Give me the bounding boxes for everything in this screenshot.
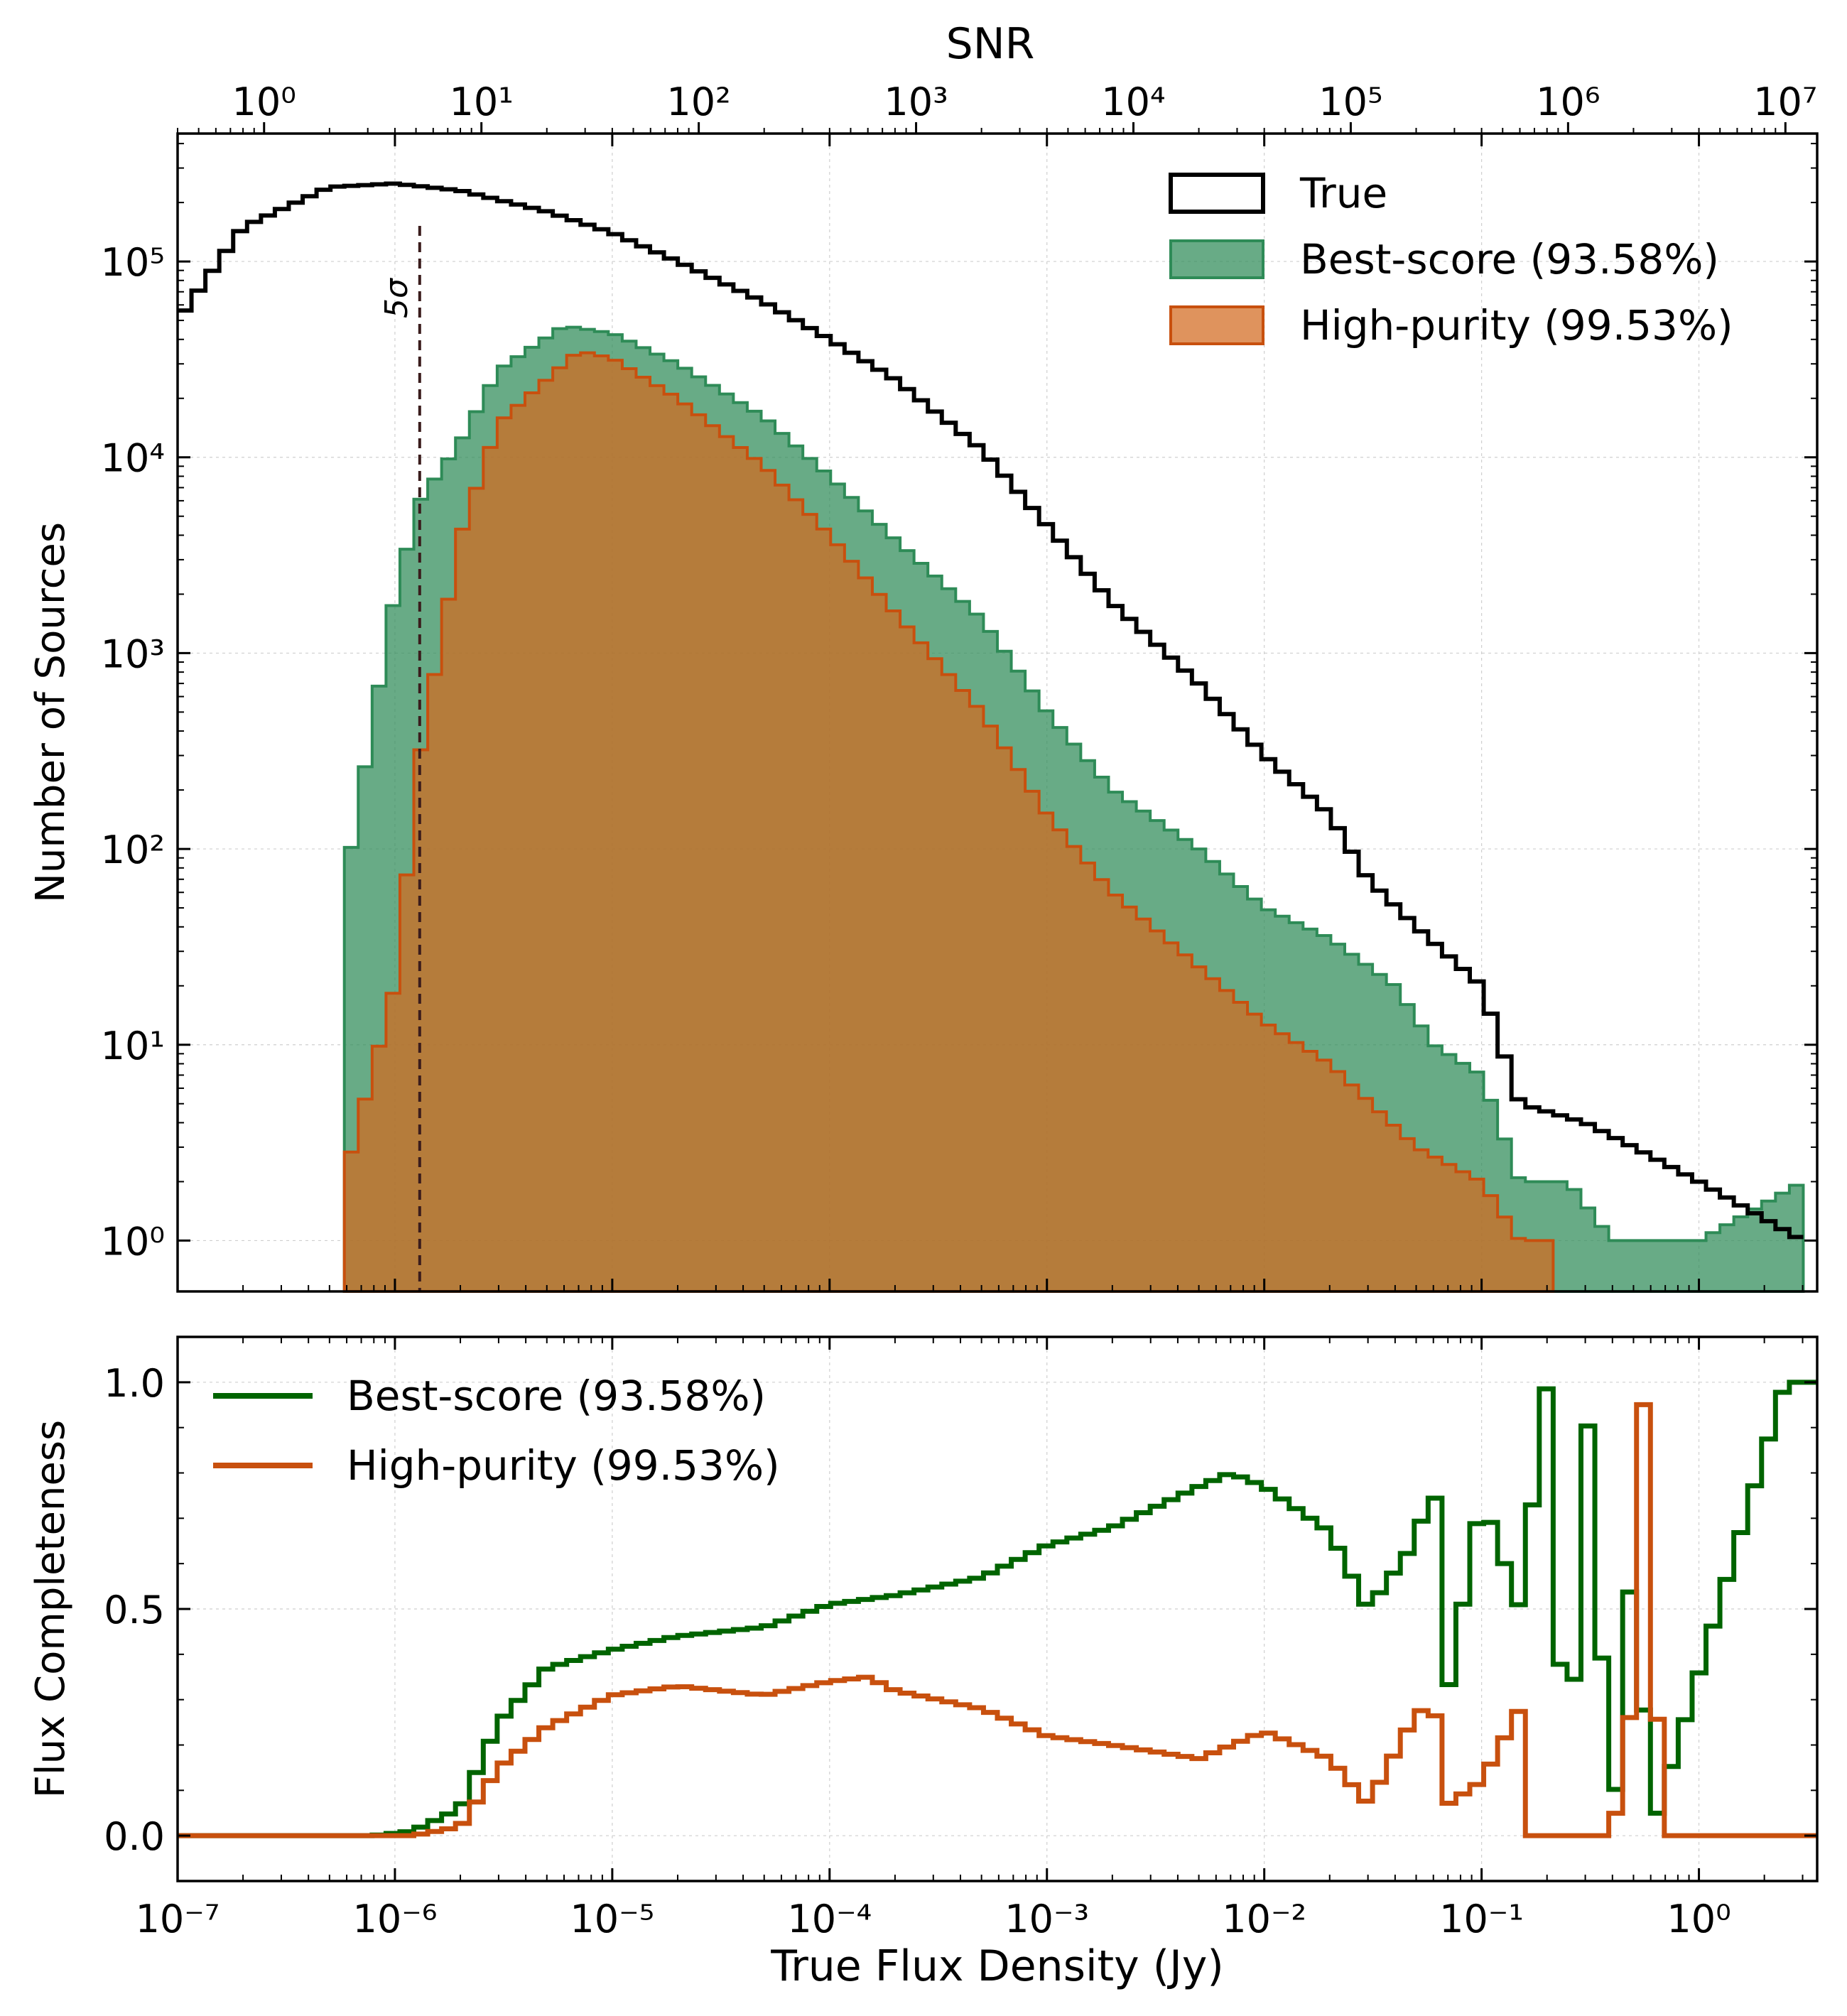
completeness-series xyxy=(178,1380,1817,1838)
flux-axis-label: True Flux Density (Jy) xyxy=(770,1941,1224,1991)
y-tick-label: 0.0 xyxy=(104,1814,165,1859)
legend-label-high: High-purity (99.53%) xyxy=(347,1441,780,1490)
legend-swatch-best xyxy=(1169,239,1264,279)
histogram-y-axis-label: Number of Sources xyxy=(28,522,74,903)
x-tick-label: 10⁻³ xyxy=(1004,1897,1089,1941)
x-tick-label: 10⁻¹ xyxy=(1439,1897,1524,1941)
histogram-panel: 5σ 10⁰ 10¹ 10² 10³ 10⁴ 10⁵ 10⁰ 10¹ 10² 10³ 10⁴ 10⁵… xyxy=(28,19,1819,1293)
completeness-legend: Best-score (93.58%) High-purity (99.53%) xyxy=(213,1372,780,1490)
completeness-y-axis: 0.0 0.5 1.0 xyxy=(104,1361,1817,1859)
legend-swatch-true xyxy=(1169,173,1265,214)
true-histogram xyxy=(178,181,1804,1240)
histogram-legend: True Best-score (93.58%) High-purity (99.5… xyxy=(1169,169,1733,349)
legend-label-high: High-purity (99.53%) xyxy=(1300,301,1733,349)
high-purity-histogram xyxy=(342,351,1555,1293)
x-tick-label: 10⁻² xyxy=(1222,1897,1306,1941)
y-tick-label: 10² xyxy=(101,828,165,872)
snr-tick-label: 10⁶ xyxy=(1536,80,1600,124)
best-score-completeness-line xyxy=(178,1380,1817,1838)
histogram-series xyxy=(178,181,1805,1293)
snr-top-axis: 10⁰ 10¹ 10² 10³ 10⁴ 10⁵ 10⁶ 10⁷ xyxy=(177,80,1817,134)
snr-tick-label: 10⁵ xyxy=(1318,80,1382,124)
x-tick-label: 10⁻⁴ xyxy=(787,1897,872,1941)
x-tick-label: 10⁻⁷ xyxy=(136,1897,220,1941)
y-tick-label: 10⁰ xyxy=(101,1219,165,1264)
snr-tick-label: 10⁴ xyxy=(1101,80,1165,124)
snr-axis-label: SNR xyxy=(946,19,1035,69)
snr-tick-label: 10² xyxy=(666,80,730,124)
y-tick-label: 10⁴ xyxy=(101,436,165,481)
snr-tick-label: 10¹ xyxy=(449,80,513,124)
x-tick-label: 10⁰ xyxy=(1667,1897,1730,1941)
y-tick-label: 10¹ xyxy=(101,1024,165,1068)
completeness-panel: 0.00.51.0 10⁻⁷ 10⁻⁶ 10⁻⁵ 10⁻⁴ 10⁻³ 10⁻² 10⁻¹ 10… xyxy=(28,1335,1819,1991)
legend-label-best: Best-score (93.58%) xyxy=(1300,235,1719,283)
histogram-y-axis: 10⁰ 10¹ 10² 10³ 10⁴ 10⁵ xyxy=(101,143,1817,1264)
completeness-y-axis-label: Flux Completeness xyxy=(28,1420,74,1798)
bottom-gridlines xyxy=(177,1337,1817,1881)
five-sigma-label: 5σ xyxy=(379,278,415,318)
y-tick-label: 10⁵ xyxy=(101,240,165,285)
legend-label-best: Best-score (93.58%) xyxy=(347,1372,766,1420)
flux-x-axis: 10⁻⁷ 10⁻⁶ 10⁻⁵ 10⁻⁴ 10⁻³ 10⁻² 10⁻¹ 10⁰ xyxy=(136,1337,1804,1941)
y-tick-label: 0.5 xyxy=(104,1588,165,1632)
snr-tick-label: 10³ xyxy=(884,80,948,124)
y-tick-label: 1.0 xyxy=(104,1361,165,1406)
x-tick-label: 10⁻⁶ xyxy=(352,1897,437,1941)
snr-tick-label: 10⁰ xyxy=(232,80,296,124)
x-tick-label: 10⁻⁵ xyxy=(570,1897,654,1941)
y-tick-label: 10³ xyxy=(101,632,165,676)
histogram-shared-x-ticks xyxy=(176,134,1804,1291)
legend-label-true: True xyxy=(1299,169,1387,217)
high-purity-completeness-line xyxy=(178,1402,1817,1838)
snr-tick-label: 10⁷ xyxy=(1753,80,1817,124)
legend-swatch-high xyxy=(1169,305,1264,345)
